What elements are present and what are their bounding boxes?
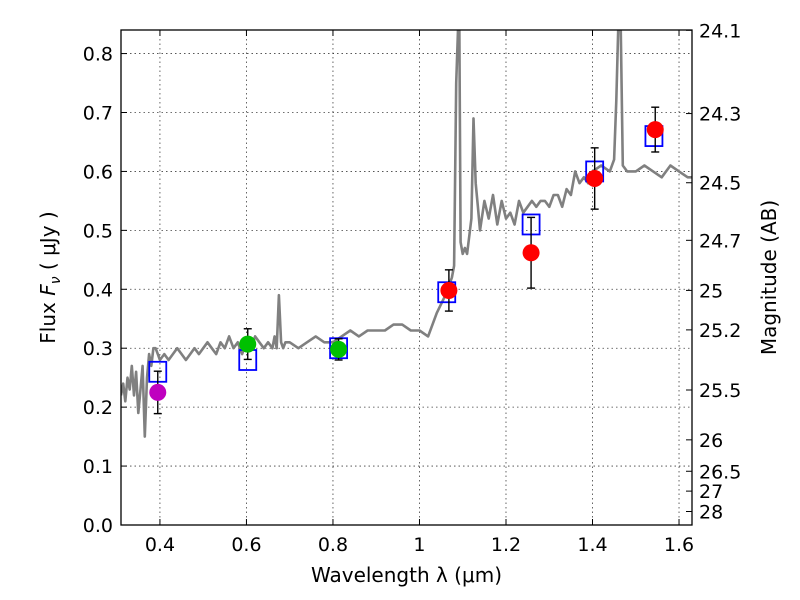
right-tick-label: 25: [699, 280, 723, 302]
axis-ticks: 0.4 0.6 0.8 1 1.2 1.4 1.6 0.0 0.1 0.2 0.3 0.4 0.5 0.6…: [83, 20, 742, 556]
y-tick-label: 0.4: [83, 279, 113, 301]
plot-area: [121, 30, 692, 438]
x-axis-label: Wavelength λ (μm): [311, 563, 502, 587]
right-tick-label: 24.7: [699, 230, 741, 252]
plot-frame: [120, 29, 693, 526]
observed-flux-point: [440, 281, 458, 299]
right-tick-label: 25.2: [699, 320, 741, 342]
right-tick-label: 24.5: [699, 173, 741, 195]
observed-flux-point: [522, 244, 540, 262]
x-tick-label: 1.6: [664, 534, 694, 556]
x-tick-label: 0.8: [318, 534, 348, 556]
spectrum-line: [121, 30, 692, 438]
observed-flux-point: [149, 383, 167, 401]
x-tick-label: 1: [413, 534, 425, 556]
right-tick-label: 25.5: [699, 380, 741, 402]
right-tick-label: 24.1: [699, 20, 741, 42]
x-tick-label: 1.2: [491, 534, 521, 556]
right-tick-label: 27: [699, 481, 723, 503]
x-tick-label: 0.6: [231, 534, 261, 556]
observed-flux-point: [330, 340, 348, 358]
x-tick-label: 0.4: [145, 534, 175, 556]
y-tick-label: 0.8: [83, 44, 113, 66]
right-tick-label: 26: [699, 430, 723, 452]
y-tick-label: 0.6: [83, 161, 113, 183]
right-tick-label: 24.3: [699, 104, 741, 126]
observed-flux-point: [646, 121, 664, 139]
right-tick-label: 26.5: [699, 461, 741, 483]
grid-lines: [121, 30, 692, 526]
y-tick-label: 0.3: [83, 338, 113, 360]
observed-flux-point: [586, 170, 604, 187]
right-tick-label: 28: [699, 502, 723, 524]
right-axis-label: Magnitude (AB): [757, 200, 781, 355]
observed-flux-point: [239, 335, 257, 353]
y-axis-label: Flux Fν ( μJy ): [36, 211, 64, 343]
y-tick-label: 0.2: [83, 397, 113, 419]
y-tick-label: 0.5: [83, 220, 113, 242]
y-tick-label: 0.0: [83, 515, 113, 537]
y-tick-label: 0.7: [83, 103, 113, 125]
x-tick-label: 1.4: [577, 534, 607, 556]
y-tick-label: 0.1: [83, 456, 113, 478]
